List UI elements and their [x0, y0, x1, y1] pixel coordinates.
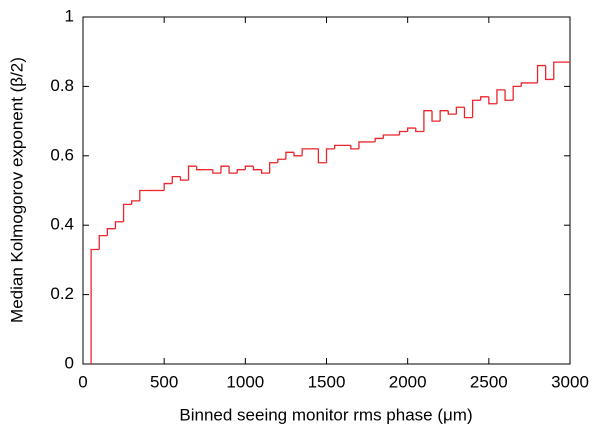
- step: [488, 96, 497, 105]
- step: [512, 85, 522, 101]
- y-tick-label: 0: [65, 353, 74, 372]
- step: [195, 166, 205, 171]
- y-tick-label: 0.2: [50, 284, 74, 303]
- step: [520, 82, 530, 87]
- x-tick-label: 2000: [389, 372, 427, 391]
- step: [244, 165, 254, 170]
- x-tick-label: 500: [150, 372, 178, 391]
- step: [398, 130, 408, 135]
- step: [553, 61, 562, 80]
- step: [260, 169, 270, 174]
- step: [228, 166, 238, 174]
- y-tick-label: 0.8: [50, 76, 74, 95]
- step: [374, 137, 384, 142]
- x-tick-label: 2500: [470, 372, 508, 391]
- step: [325, 148, 335, 163]
- step: [407, 127, 416, 132]
- step: [504, 89, 514, 101]
- step: [415, 128, 424, 133]
- step: [463, 107, 473, 119]
- step: [220, 165, 230, 174]
- x-tick-label: 1500: [308, 372, 346, 391]
- step: [333, 144, 343, 149]
- y-axis-label: Median Kolmogorov exponent (β/2): [7, 57, 26, 323]
- step: [106, 228, 116, 236]
- x-tick-label: 3000: [551, 372, 589, 391]
- step: [187, 165, 197, 181]
- step: [131, 200, 140, 205]
- step: [122, 203, 132, 222]
- step: [545, 65, 554, 81]
- step: [471, 99, 481, 118]
- step: [480, 96, 489, 101]
- y-tick-label: 0.4: [50, 215, 74, 234]
- step: [98, 234, 108, 250]
- step: [212, 169, 221, 174]
- x-axis-label: Binned seeing monitor rms phase (μm): [179, 405, 472, 424]
- step: [114, 221, 124, 229]
- step: [139, 189, 148, 201]
- step: [350, 145, 359, 150]
- step: [163, 182, 173, 191]
- step: [171, 175, 181, 184]
- step: [301, 148, 311, 156]
- step: [317, 148, 327, 164]
- step: [358, 141, 368, 149]
- step: [382, 134, 392, 139]
- step: [496, 89, 506, 104]
- step: [455, 106, 465, 115]
- step: [236, 169, 246, 174]
- step: [447, 110, 457, 115]
- step: [439, 110, 449, 122]
- step: [269, 162, 278, 174]
- step: [293, 152, 303, 157]
- step: [431, 110, 441, 122]
- step: [90, 248, 100, 364]
- step: [536, 64, 546, 83]
- step: [423, 110, 433, 132]
- y-tick-label: 1: [65, 6, 74, 25]
- step: [252, 166, 262, 171]
- y-tick-label: 0.6: [50, 145, 74, 164]
- x-tick-label: 0: [78, 372, 87, 391]
- x-tick-label: 1000: [226, 372, 264, 391]
- step: [277, 158, 286, 163]
- step: [285, 151, 295, 160]
- step: [179, 176, 189, 181]
